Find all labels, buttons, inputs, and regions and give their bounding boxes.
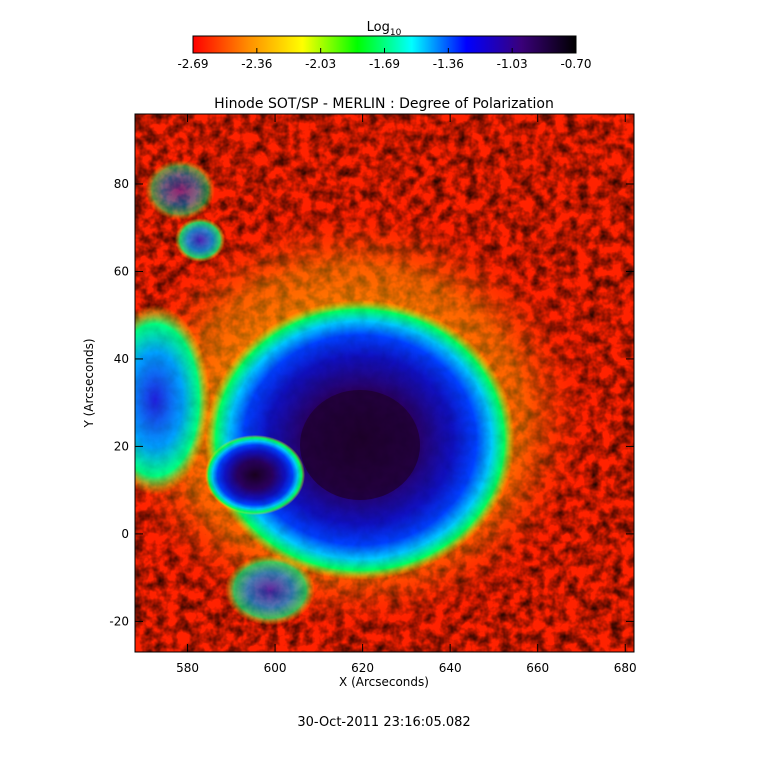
y-tick-label: 0 bbox=[121, 527, 129, 541]
colorbar-tick-label: -0.70 bbox=[560, 57, 591, 71]
colorbar-tick-label: -1.69 bbox=[369, 57, 400, 71]
y-tick-label: -20 bbox=[109, 614, 129, 628]
y-axis: -20 0 20 40 60 80 bbox=[109, 177, 634, 628]
y-tick-label: 20 bbox=[114, 439, 129, 453]
y-axis-label: Y (Arcseconds) bbox=[82, 338, 96, 428]
x-tick-label: 580 bbox=[176, 661, 199, 675]
x-axis-label: X (Arcseconds) bbox=[339, 675, 429, 689]
colorbar-tick-label: -1.03 bbox=[497, 57, 528, 71]
chart-title: Hinode SOT/SP - MERLIN : Degree of Polar… bbox=[214, 96, 554, 112]
colorbar-ticks: -2.69 -2.36 -2.03 -1.69 -1.36 -1.03 -0.70 bbox=[177, 48, 592, 71]
y-tick-label: 60 bbox=[114, 264, 129, 278]
x-tick-label: 600 bbox=[264, 661, 287, 675]
timestamp: 30-Oct-2011 23:16:05.082 bbox=[297, 715, 470, 730]
x-tick-label: 620 bbox=[351, 661, 374, 675]
x-tick-label: 680 bbox=[614, 661, 637, 675]
heatmap-image bbox=[135, 114, 634, 652]
x-axis: 580 600 620 640 660 680 bbox=[176, 114, 637, 675]
plot-frame bbox=[134, 113, 635, 653]
colorbar-label: Log10 bbox=[367, 20, 402, 38]
y-tick-label: 80 bbox=[114, 177, 129, 191]
colorbar-tick-label: -2.69 bbox=[177, 57, 208, 71]
colorbar-tick-label: -1.36 bbox=[433, 57, 464, 71]
y-tick-label: 40 bbox=[114, 352, 129, 366]
colorbar-tick-label: -2.36 bbox=[241, 57, 272, 71]
colorbar-tick-label: -2.03 bbox=[305, 57, 336, 71]
x-tick-label: 660 bbox=[526, 661, 549, 675]
x-tick-label: 640 bbox=[439, 661, 462, 675]
